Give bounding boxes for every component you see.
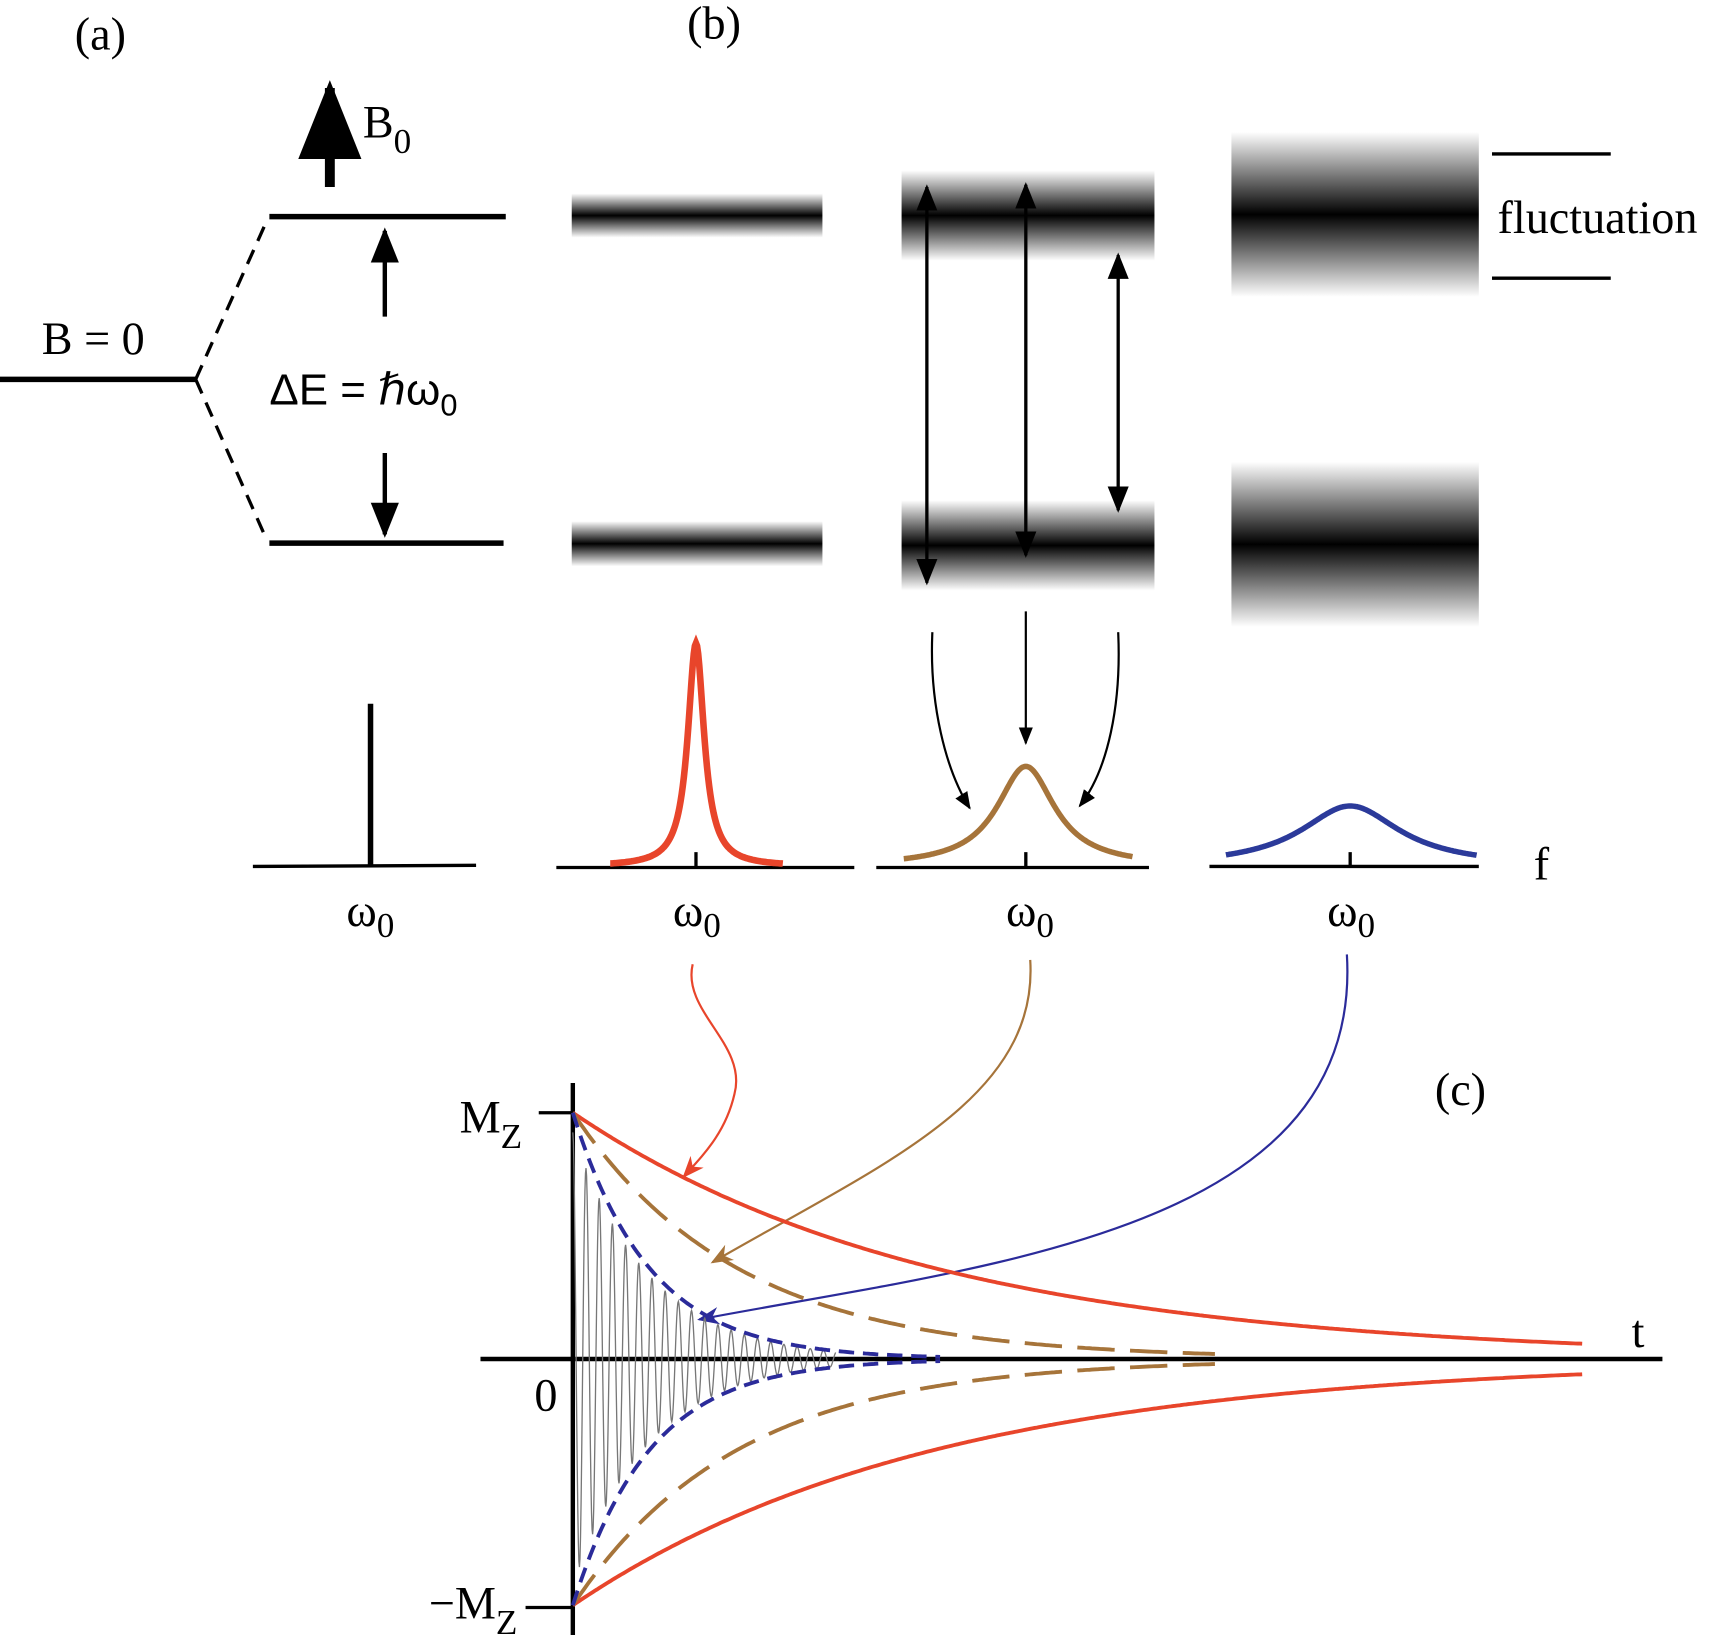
spectral-peak bbox=[1225, 803, 1478, 858]
red-envelope bbox=[571, 1111, 1583, 1346]
panel-label: (a) bbox=[75, 9, 126, 60]
oscillation bbox=[572, 1132, 837, 1568]
panel-label: (b) bbox=[687, 0, 741, 49]
y-zero-label: 0 bbox=[534, 1370, 557, 1421]
x-axis-label: t bbox=[1632, 1306, 1645, 1357]
zeeman-diagram bbox=[0, 80, 506, 546]
field-label: B0 bbox=[363, 96, 411, 160]
spectra bbox=[252, 634, 1479, 870]
spectral-peak bbox=[903, 763, 1134, 862]
peak-label: ω0 bbox=[346, 885, 394, 945]
transitions bbox=[916, 152, 1611, 810]
peak-label: ω0 bbox=[1006, 885, 1054, 945]
zero-field-label: B = 0 bbox=[42, 313, 145, 364]
decay-plot bbox=[480, 1083, 1663, 1635]
brown-envelope bbox=[571, 1362, 1215, 1607]
peak-label: ω0 bbox=[1327, 885, 1375, 945]
blue-envelope bbox=[571, 1112, 941, 1359]
axis-label: f bbox=[1534, 839, 1550, 890]
y-bottom-label: −MZ bbox=[429, 1577, 518, 1635]
panel-label: (c) bbox=[1435, 1064, 1486, 1115]
fluctuation-label: fluctuation bbox=[1498, 192, 1698, 243]
y-top-label: MZ bbox=[460, 1092, 523, 1156]
brown-envelope bbox=[571, 1111, 1215, 1356]
red-envelope bbox=[571, 1372, 1583, 1607]
blue-envelope bbox=[571, 1359, 941, 1606]
splitting-label: ΔE = ℏω0 bbox=[269, 366, 457, 423]
peak-label: ω0 bbox=[673, 885, 721, 945]
spectral-peak bbox=[610, 634, 784, 867]
connectors bbox=[682, 954, 1349, 1325]
